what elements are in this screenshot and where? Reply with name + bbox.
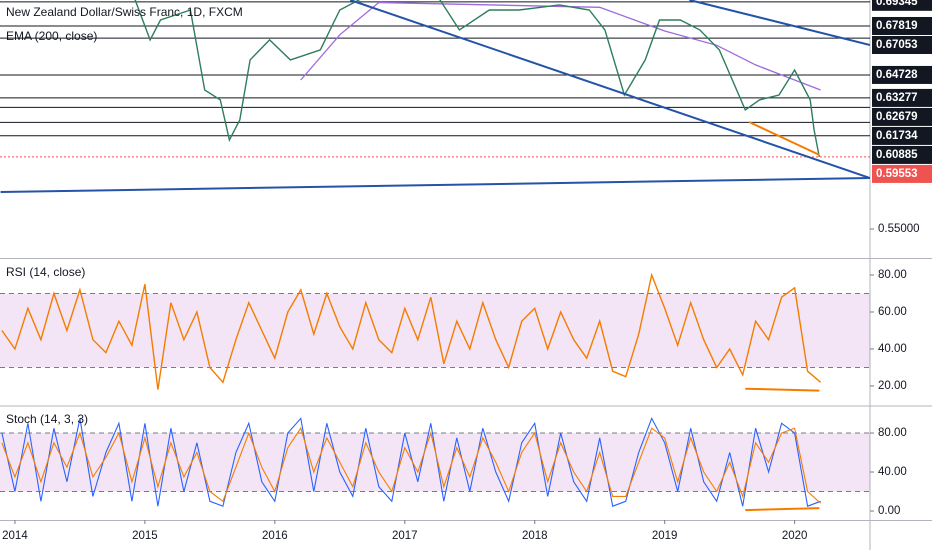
x-tick-label: 2014 [2,530,28,542]
trend-line [0,177,870,193]
price-label-box [872,35,932,54]
pane-title: Stoch (14, 3, 3) [6,412,88,426]
y-tick-label: 40.00 [878,466,907,478]
overlay-line [300,1,821,91]
y-tick-label: 40.00 [878,343,907,355]
x-tick-label: 2019 [652,530,678,542]
x-tick-label: 2017 [392,530,418,542]
pane-title: RSI (14, close) [6,265,85,279]
pane-title: New Zealand Dollar/Swiss Franc, 1D, FXCM [6,5,243,19]
price-label-box [872,107,932,126]
trend-line [745,507,820,512]
y-tick-label: 0.00 [878,505,900,517]
x-tick-label: 2018 [522,530,548,542]
price-label: 0.61734 [876,130,918,142]
price-label-box [872,65,932,84]
trend-line [689,0,870,46]
pane [0,0,870,193]
y-tick-label: 60.00 [878,306,907,318]
x-tick-label: 2015 [132,530,158,542]
price-label-box [872,126,932,145]
price-label-box [872,164,932,183]
price-label-box [872,88,932,107]
y-tick-label: 20.00 [878,380,907,392]
pane [0,417,870,512]
price-label-box [872,145,932,164]
y-tick-label: 80.00 [878,427,907,439]
x-tick-label: 2020 [782,530,808,542]
band-fill [0,293,870,368]
trend-line [349,0,870,179]
series-line [1,272,822,390]
price-label: 0.64728 [876,69,918,81]
trend-line [745,387,820,392]
trend-line [748,121,820,156]
overlay-title: EMA (200, close) [6,29,97,43]
y-tick-label: 80.00 [878,269,907,281]
price-label: 0.67819 [876,20,918,32]
price-label: 0.63277 [876,92,918,104]
price-label: 0.60885 [876,149,918,161]
price-label: 0.62679 [876,111,918,123]
price-label: 0.59553 [876,168,918,180]
series-line [1,426,821,504]
x-tick-label: 2016 [262,530,288,542]
price-label: 0.67053 [876,39,918,51]
y-tick-label: 0.55000 [878,223,920,235]
price-label: 0.69345 [876,0,918,8]
series-line [134,0,820,158]
price-label-box [872,16,932,35]
band-fill [0,433,870,492]
pane [0,272,870,392]
price-label-box [872,0,932,11]
